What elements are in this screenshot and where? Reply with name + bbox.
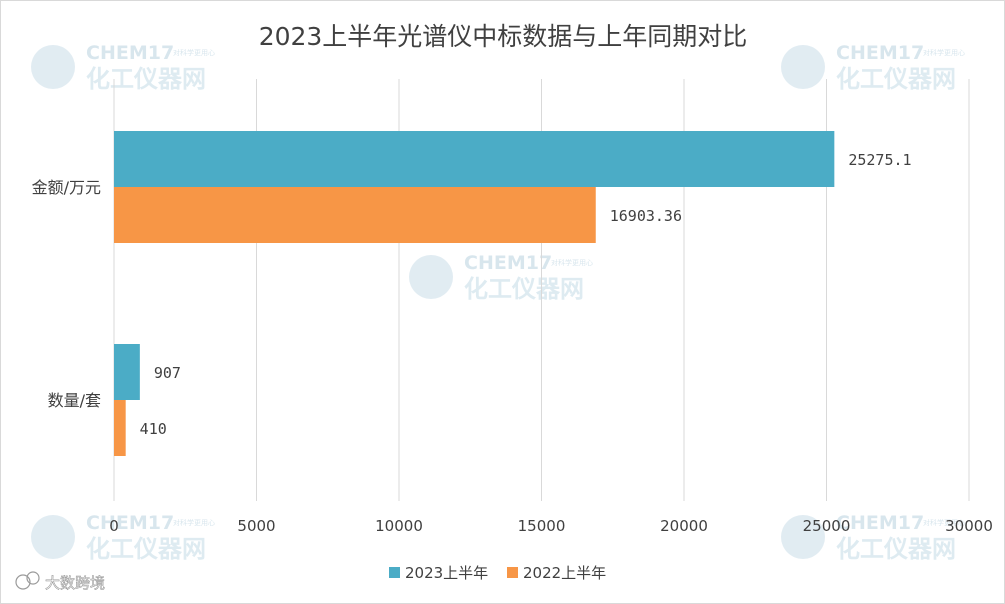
x-tick-label: 5000 xyxy=(237,517,275,535)
label-layer: 金额/万元 25275.1 16903.36 数量/套 907 410 xyxy=(32,151,912,438)
watermark-name: 化工仪器网 xyxy=(464,275,584,303)
source-mark: 大数跨境 xyxy=(15,571,105,592)
watermark-tagline: 对科学更用心 xyxy=(923,518,965,527)
x-tick-label: 10000 xyxy=(375,517,423,535)
watermark-brand: CHEM17 xyxy=(464,252,552,274)
watermark-brand: CHEM17 xyxy=(86,512,174,534)
watermark-name: 化工仪器网 xyxy=(836,65,956,93)
legend-label: 2023上半年 xyxy=(405,564,488,582)
x-tick-label: 0 xyxy=(109,517,119,535)
wechat-icon-bubble xyxy=(26,571,40,585)
watermark-tagline: 对科学更用心 xyxy=(173,48,215,57)
x-tick-label: 15000 xyxy=(518,517,566,535)
x-tick-label: 30000 xyxy=(945,517,993,535)
legend: 2023上半年 2022上半年 xyxy=(389,564,606,582)
data-label: 16903.36 xyxy=(610,207,682,225)
watermark-brand: CHEM17 xyxy=(836,512,924,534)
legend-swatch xyxy=(389,567,400,578)
data-label: 410 xyxy=(140,420,167,438)
data-label: 907 xyxy=(154,364,181,382)
bar-layer xyxy=(114,131,835,456)
data-label: 25275.1 xyxy=(848,151,911,169)
watermark-name: 化工仪器网 xyxy=(86,535,206,563)
legend-swatch xyxy=(507,567,518,578)
bar xyxy=(114,187,596,243)
x-tick-label: 20000 xyxy=(660,517,708,535)
watermark-logo-icon xyxy=(781,515,825,559)
watermark-brand: CHEM17 xyxy=(86,42,174,64)
category-label: 数量/套 xyxy=(48,391,101,410)
watermark-logo-icon xyxy=(409,255,453,299)
legend-label: 2022上半年 xyxy=(523,564,606,582)
bar xyxy=(114,344,140,400)
watermark-layer: CHEM17对科学更用心化工仪器网CHEM17对科学更用心化工仪器网CHEM17… xyxy=(31,42,965,563)
watermark-name: 化工仪器网 xyxy=(86,65,206,93)
watermark-tagline: 对科学更用心 xyxy=(173,518,215,527)
watermark-logo-icon xyxy=(31,45,75,89)
category-label: 金额/万元 xyxy=(32,178,101,197)
watermark-brand: CHEM17 xyxy=(836,42,924,64)
x-tick-label: 25000 xyxy=(803,517,851,535)
wechat-icon xyxy=(15,574,31,590)
watermark-tagline: 对科学更用心 xyxy=(551,258,593,267)
source-text: 大数跨境 xyxy=(45,574,105,592)
watermark-logo-icon xyxy=(31,515,75,559)
bar xyxy=(114,131,835,187)
watermark-logo-icon xyxy=(781,45,825,89)
watermark-tagline: 对科学更用心 xyxy=(923,48,965,57)
watermark-name: 化工仪器网 xyxy=(836,535,956,563)
bar xyxy=(114,400,126,456)
chart-title: 2023上半年光谱仪中标数据与上年同期对比 xyxy=(259,22,748,51)
